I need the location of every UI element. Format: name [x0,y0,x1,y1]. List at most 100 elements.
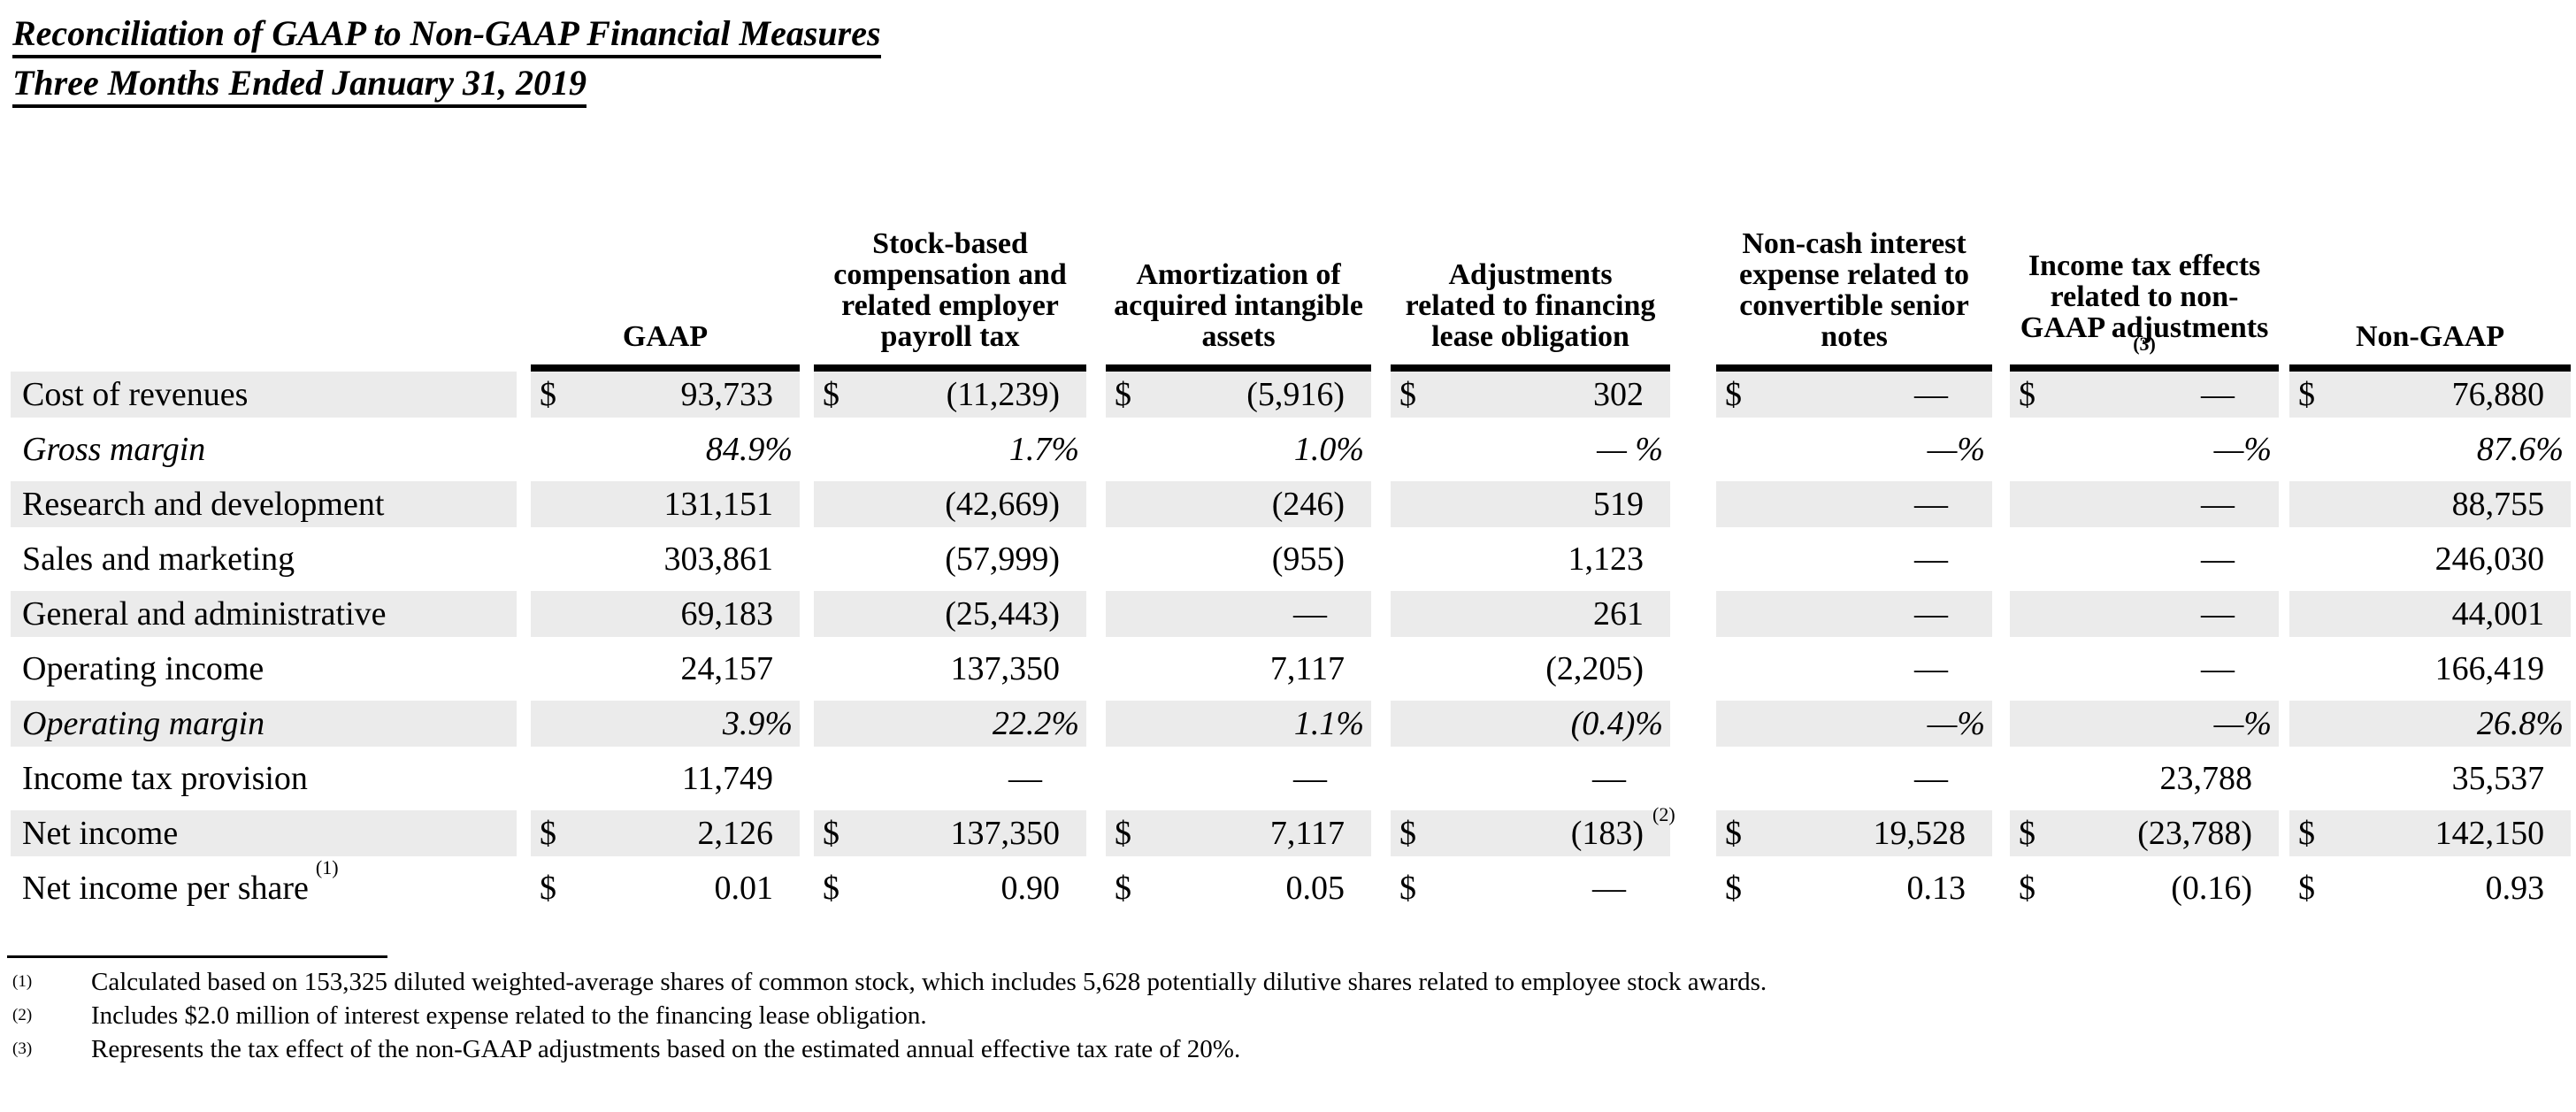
cell-currency-symbol [1106,426,1153,481]
column-gutter [800,701,815,755]
cell-value-text: 0.05 [1285,870,1346,907]
column-gutter [1371,755,1392,810]
table-row: Income tax provision 11,749 — — — — 23,788 35,5… [11,755,2572,810]
cell-value: 261 [1435,591,1671,646]
column-gutter [800,372,815,426]
cell-currency-symbol [2289,536,2342,591]
cell-currency-symbol [814,646,864,701]
column-gutter [1992,755,2011,810]
cell-value: 0.90 [863,865,1087,920]
cell-currency-symbol: $ [1716,865,1767,920]
column-gutter [1992,426,2011,481]
cell-currency-symbol [2289,426,2342,481]
column-gutter [1670,372,1717,426]
column-gutter [800,536,815,591]
title-line-1-text: Reconciliation of GAAP to Non-GAAP Finan… [12,12,881,58]
cell-currency-symbol [1716,536,1767,591]
column-gutter [800,865,815,920]
cell-value-text: 35,537 [2451,760,2545,797]
column-gutter [800,591,815,646]
column-gutter [1086,228,1106,372]
cell-value: (23,788) [2058,810,2280,865]
column-gutter [1371,591,1392,646]
column-header-text: Stock-based compensation and related emp… [833,227,1067,353]
footnote-2-marker: (2) [12,1006,33,1024]
cell-value: (0.16) [2058,865,2280,920]
cell-value-text: 44,001 [2451,595,2545,633]
cell-value-text: (0.16) [2171,870,2253,907]
cell-value-text: — [1914,541,1949,578]
document-title: Reconciliation of GAAP to Non-GAAP Finan… [12,12,2576,111]
cell-value: 44,001 [2341,591,2572,646]
cell-currency-symbol [1716,426,1767,481]
column-gutter [517,646,531,701]
cell-currency-symbol [1106,536,1153,591]
column-gutter [2279,536,2290,591]
cell-currency-symbol [2010,481,2058,536]
cell-value: 1.1% [1152,701,1372,755]
column-gutter [517,481,531,536]
table-row: Operating margin 3.9% 22.2% 1.1% (0.4)% —% —% 2… [11,701,2572,755]
reconciliation-table: GAAP Stock-based compensation and relate… [11,227,2572,920]
footnote-1: (1) Calculated based on 153,325 diluted … [7,965,2576,999]
cell-value-text: — [2201,541,2235,578]
cell-value: 246,030 [2341,536,2572,591]
cell-currency-symbol [1716,591,1767,646]
row-label: Research and development [11,481,517,536]
cell-value-text: 22.2% [992,705,1080,742]
cell-value: (246) [1152,481,1372,536]
cell-value: — [2058,591,2280,646]
column-gutter [1992,372,2011,426]
column-gutter [517,372,531,426]
column-gutter [517,228,531,372]
column-gutter [1086,865,1107,920]
cell-currency-symbol: $ [2010,810,2058,865]
cell-value-text: (11,239) [946,376,1061,413]
cell-value: — [1766,591,1993,646]
row-label: Operating margin [11,701,517,755]
cell-currency-symbol [531,646,580,701]
cell-currency-symbol: $ [814,372,864,426]
cell-value-text: — [1914,650,1949,687]
cell-currency-symbol [1391,646,1436,701]
column-gutter [1670,646,1717,701]
cell-value-text: —% [2213,431,2273,468]
column-gutter [800,481,815,536]
cell-currency-symbol [2289,755,2342,810]
cell-value-text: 11,749 [681,760,774,797]
column-gutter [1670,755,1717,810]
cell-value-text: — [1592,870,1627,907]
cell-value-text: 1.0% [1293,431,1365,468]
cell-value: 23,788 [2058,755,2280,810]
cell-value: 35,537 [2341,755,2572,810]
column-gutter [2279,481,2290,536]
cell-currency-symbol [814,536,864,591]
title-line-2: Three Months Ended January 31, 2019 [12,62,2576,111]
column-gutter [517,426,531,481]
column-header-text: Adjustments related to financing lease o… [1405,258,1656,353]
column-gutter [1086,536,1107,591]
table-row: Operating income 24,157 137,350 7,117 (2,205… [11,646,2572,701]
cell-value-text: —% [1927,431,1986,468]
column-gutter [2279,810,2290,865]
cell-currency-symbol [531,755,580,810]
cell-currency-symbol [531,591,580,646]
cell-currency-symbol [1106,755,1153,810]
column-gutter [517,536,531,591]
cell-currency-symbol [1106,646,1153,701]
cell-currency-symbol [2010,646,2058,701]
column-gutter [1992,228,2010,372]
column-gutter [517,810,531,865]
column-gutter [800,810,815,865]
cell-value-text: (5,916) [1246,376,1346,413]
cell-currency-symbol [1716,646,1767,701]
cell-value-text: (955) [1271,541,1346,578]
cell-value-text: — [1914,760,1949,797]
footnote-2-text: Includes $2.0 million of interest expens… [91,1001,927,1030]
cell-value: (57,999) [863,536,1087,591]
column-gutter [1086,646,1107,701]
cell-value-text: — [1592,760,1627,797]
column-gutter [1086,481,1107,536]
cell-currency-symbol: $ [814,865,864,920]
column-gutter [800,755,815,810]
